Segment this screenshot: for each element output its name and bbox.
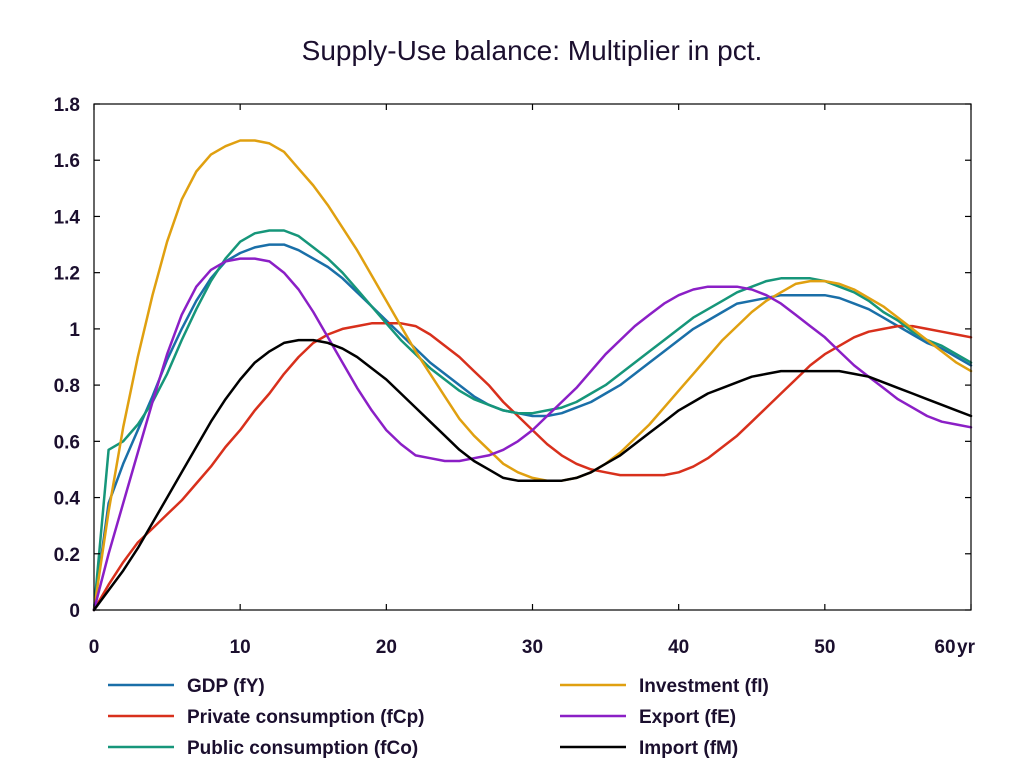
legend-label-5: Import (fM) [639,738,738,759]
series-line-4 [92,257,973,612]
x-unit-label: yr [957,637,976,658]
ticks-layer: 0 0.2 0.4 0.6 0.8 1 1.2 1.4 1.6 1.8 0 10 20 30 40 50 60 y… [54,95,976,658]
legend-label-1: Private consumption (fCp) [187,707,425,728]
series-line-1 [92,322,973,612]
y-tick-label: 0.8 [54,376,80,397]
y-tick-label: 1.6 [54,151,80,172]
legend-label-3: Investment (fI) [639,676,769,697]
legend-label-4: Export (fE) [639,707,736,728]
x-tick-label: 20 [376,637,397,658]
axes-layer [93,103,972,611]
y-tick-label: 1.4 [54,207,81,228]
legend: GDP (fY) Private consumption (fCp) Public … [108,676,769,759]
y-tick-label: 0.6 [54,432,80,453]
x-tick-label: 50 [814,637,835,658]
legend-label-2: Public consumption (fCo) [187,738,418,759]
y-tick-label: 1 [69,320,80,341]
y-tick-label: 0 [69,601,80,622]
x-tick-label: 30 [522,637,543,658]
y-tick-label: 1.2 [54,264,80,285]
y-tick-label: 0.2 [54,545,80,566]
y-tick-label: 0.4 [54,489,81,510]
x-tick-label: 40 [668,637,689,658]
series-line-2 [92,229,973,612]
series-line-5 [92,338,973,612]
chart-title: Supply-Use balance: Multiplier in pct. [302,35,763,66]
series-layer [92,139,973,612]
x-tick-label: 0 [89,637,100,658]
plot-frame [93,103,972,611]
series-line-0 [92,243,973,612]
x-tick-label: 60 [934,637,955,658]
series-line-3 [92,139,973,612]
legend-label-0: GDP (fY) [187,676,265,697]
y-tick-label: 1.8 [54,95,80,116]
x-tick-label: 10 [230,637,251,658]
